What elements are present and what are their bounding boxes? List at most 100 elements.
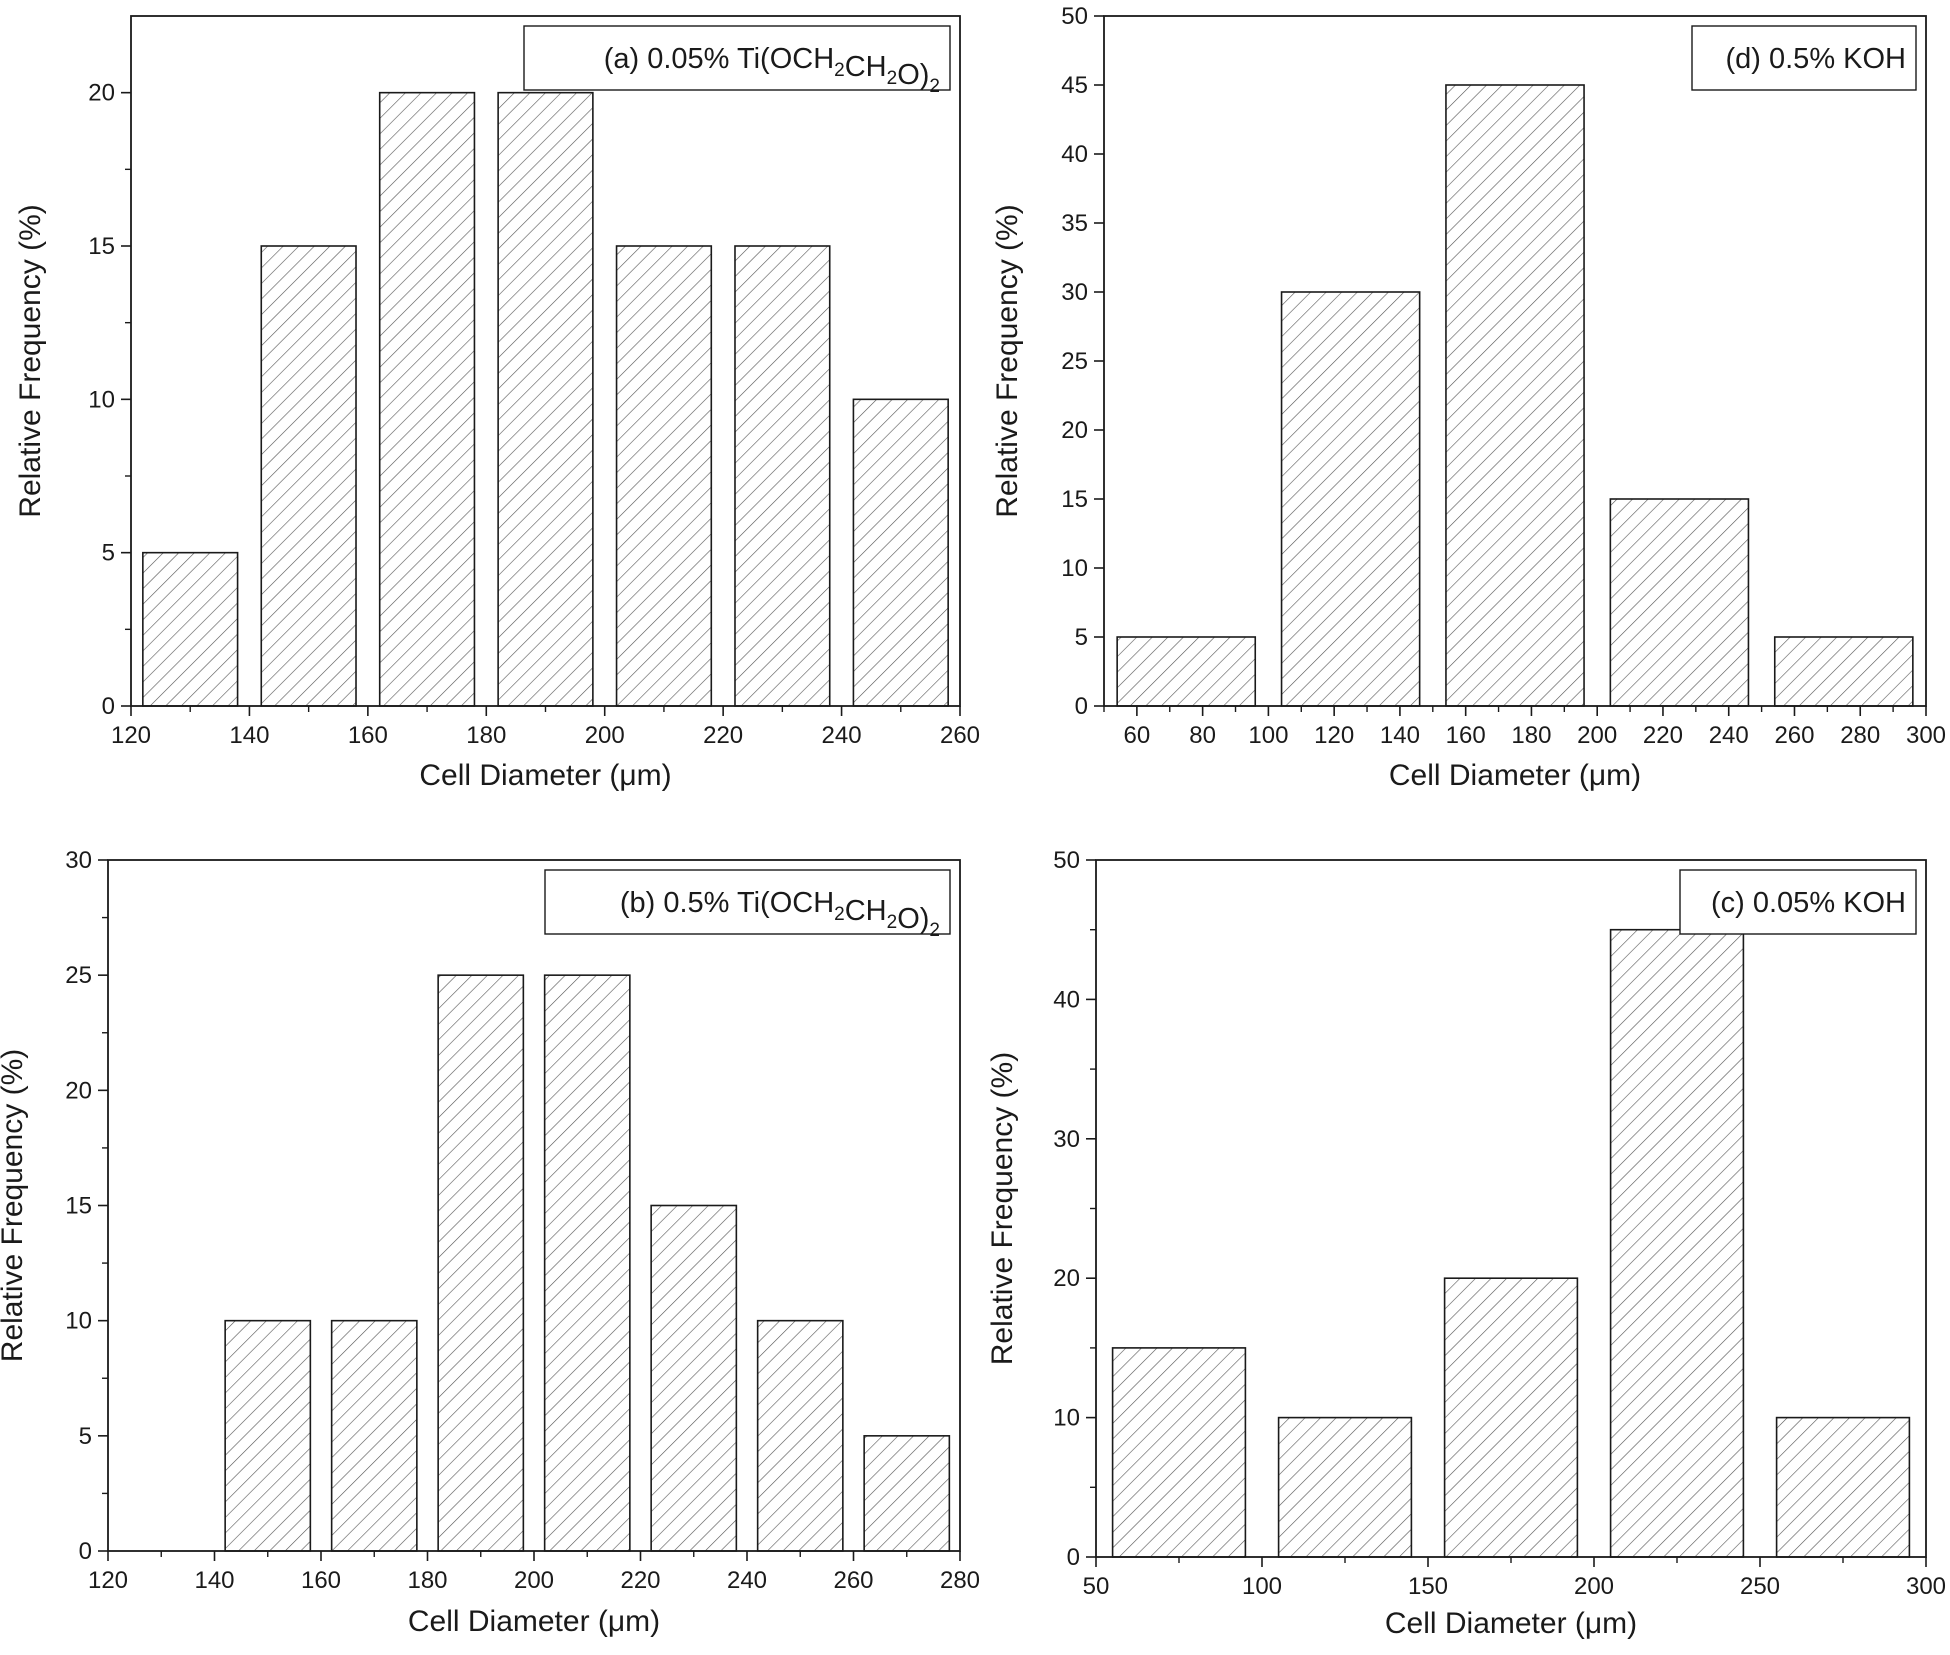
x-tick-label-d: 280 xyxy=(1840,722,1880,749)
y-tick-label-c: 50 xyxy=(1053,847,1080,874)
y-tick-label-a: 20 xyxy=(88,80,115,107)
legend-box-d xyxy=(1691,25,1917,91)
x-tick-label-a: 200 xyxy=(585,722,625,749)
x-tick-label-a: 140 xyxy=(229,722,269,749)
bar-b-4 xyxy=(650,1204,738,1552)
y-axis-title-a: Relative Frequency (%) xyxy=(14,204,47,517)
y-tick-label-c: 10 xyxy=(1053,1405,1080,1432)
x-tick-label-b: 120 xyxy=(88,1567,128,1594)
bar-c-4 xyxy=(1775,1416,1911,1558)
x-tick-label-d: 80 xyxy=(1189,722,1216,749)
bar-a-1 xyxy=(260,245,357,707)
y-tick-label-c: 0 xyxy=(1067,1544,1080,1571)
bar-c-2 xyxy=(1443,1277,1579,1558)
x-axis-title-c: Cell Diameter (μm) xyxy=(1385,1607,1637,1640)
bar-a-3 xyxy=(497,91,594,707)
y-tick-label-c: 30 xyxy=(1053,1126,1080,1153)
y-tick-label-d: 20 xyxy=(1061,417,1088,444)
x-tick-label-d: 60 xyxy=(1124,722,1151,749)
y-tick-label-d: 35 xyxy=(1061,210,1088,237)
legend-box-a xyxy=(523,25,951,91)
x-tick-label-b: 200 xyxy=(514,1567,554,1594)
bar-a-6 xyxy=(852,398,949,707)
x-tick-label-d: 100 xyxy=(1248,722,1288,749)
bar-a-0 xyxy=(142,551,239,707)
x-tick-label-c: 150 xyxy=(1408,1573,1448,1600)
y-axis-title-d: Relative Frequency (%) xyxy=(991,204,1024,517)
bar-b-1 xyxy=(330,1319,418,1552)
x-tick-label-b: 240 xyxy=(727,1567,767,1594)
bar-b-3 xyxy=(543,974,631,1552)
x-tick-label-d: 180 xyxy=(1511,722,1551,749)
y-tick-label-b: 10 xyxy=(65,1308,92,1335)
x-tick-label-b: 140 xyxy=(194,1567,234,1594)
panel-a: 120 140 160 180 200 220 240 260 0 5 10 15 20 Cell Dia… xyxy=(14,15,980,792)
x-tick-label-a: 240 xyxy=(822,722,862,749)
y-tick-label-b: 0 xyxy=(79,1538,92,1565)
x-tick-label-d: 160 xyxy=(1446,722,1486,749)
bar-d-4 xyxy=(1773,636,1914,707)
bar-a-4 xyxy=(615,245,713,707)
x-tick-label-c: 50 xyxy=(1083,1573,1110,1600)
y-tick-label-c: 40 xyxy=(1053,986,1080,1013)
x-tick-label-d: 220 xyxy=(1643,722,1683,749)
x-tick-label-a: 220 xyxy=(703,722,743,749)
y-tick-label-d: 25 xyxy=(1061,348,1088,375)
y-tick-label-d: 5 xyxy=(1075,624,1088,651)
x-tick-label-d: 240 xyxy=(1709,722,1749,749)
x-tick-label-d: 300 xyxy=(1906,722,1946,749)
x-tick-label-b: 180 xyxy=(407,1567,447,1594)
x-tick-label-a: 160 xyxy=(348,722,388,749)
panel-c: 50 100 150 200 250 300 0 10 20 30 40 50 Cell Diamete… xyxy=(986,847,1946,1640)
x-tick-label-b: 160 xyxy=(301,1567,341,1594)
y-tick-label-d: 30 xyxy=(1061,279,1088,306)
x-axis-title-b: Cell Diameter (μm) xyxy=(408,1605,660,1638)
legend-label-a: (a) 0.05% Ti(OCH2CH2O)2 xyxy=(604,43,940,97)
bar-c-0 xyxy=(1111,1347,1247,1558)
x-axis-title-a: Cell Diameter (μm) xyxy=(419,759,671,792)
x-tick-label-a: 180 xyxy=(466,722,506,749)
x-tick-label-a: 260 xyxy=(940,722,980,749)
y-tick-label-d: 45 xyxy=(1061,72,1088,99)
y-tick-label-a: 15 xyxy=(88,233,115,260)
bar-d-3 xyxy=(1609,498,1750,707)
y-tick-label-d: 0 xyxy=(1075,693,1088,720)
legend-label-c: (c) 0.05% KOH xyxy=(1711,887,1906,919)
bar-d-2 xyxy=(1445,84,1585,707)
bar-c-3 xyxy=(1609,928,1745,1558)
x-tick-label-b: 220 xyxy=(620,1567,660,1594)
y-tick-label-a: 0 xyxy=(102,693,115,720)
y-tick-label-b: 5 xyxy=(79,1423,92,1450)
y-tick-label-d: 15 xyxy=(1061,486,1088,513)
legend-label-d: (d) 0.5% KOH xyxy=(1726,43,1907,75)
x-tick-label-d: 200 xyxy=(1577,722,1617,749)
bar-d-0 xyxy=(1116,636,1257,707)
bar-b-2 xyxy=(437,974,525,1552)
x-tick-label-a: 120 xyxy=(111,722,151,749)
y-axis-title-c: Relative Frequency (%) xyxy=(986,1052,1019,1365)
x-tick-label-c: 200 xyxy=(1574,1573,1614,1600)
legend-box-b xyxy=(544,869,951,935)
bar-a-5 xyxy=(734,245,831,707)
x-tick-label-b: 280 xyxy=(940,1567,980,1594)
panel-b: 120 140 160 180 200 220 240 260 280 0 5 10 15 20 25 30 C… xyxy=(0,847,980,1638)
y-tick-label-b: 20 xyxy=(65,1077,92,1104)
bar-c-1 xyxy=(1277,1416,1413,1558)
y-tick-label-b: 30 xyxy=(65,847,92,874)
x-tick-label-b: 260 xyxy=(833,1567,873,1594)
x-tick-label-c: 250 xyxy=(1740,1573,1780,1600)
x-tick-label-d: 140 xyxy=(1380,722,1420,749)
x-tick-label-d: 260 xyxy=(1774,722,1814,749)
y-tick-label-d: 10 xyxy=(1061,555,1088,582)
bar-d-1 xyxy=(1280,291,1421,707)
x-axis-title-d: Cell Diameter (μm) xyxy=(1389,759,1641,792)
x-tick-label-c: 100 xyxy=(1242,1573,1282,1600)
y-tick-label-a: 10 xyxy=(88,386,115,413)
y-tick-label-d: 40 xyxy=(1061,141,1088,168)
bar-b-5 xyxy=(756,1319,844,1552)
x-tick-label-c: 300 xyxy=(1906,1573,1946,1600)
y-tick-label-c: 20 xyxy=(1053,1265,1080,1292)
bar-b-0 xyxy=(224,1319,312,1552)
y-tick-label-d: 50 xyxy=(1061,3,1088,30)
